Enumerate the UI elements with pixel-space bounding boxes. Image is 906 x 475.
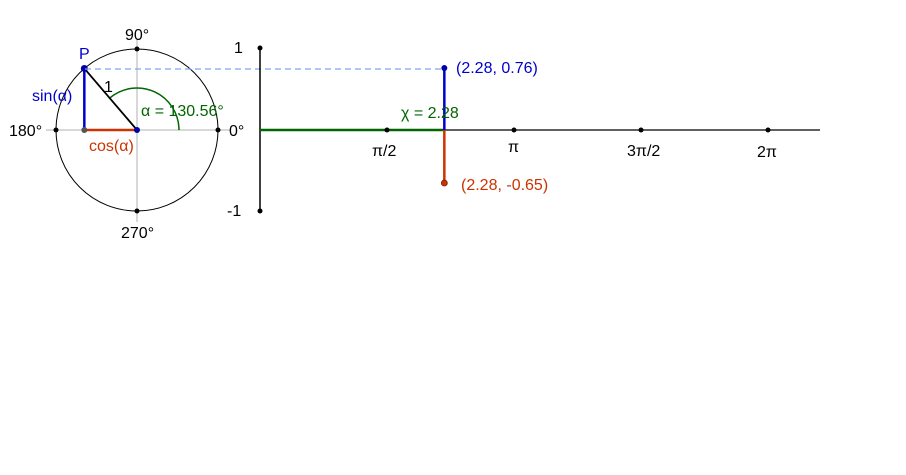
degree-label-0: 0° [229, 123, 244, 140]
cosine-point[interactable] [440, 179, 448, 187]
y-tick-1 [257, 45, 263, 51]
sine-point-label: (2.28, 0.76) [456, 60, 538, 77]
point-p[interactable] [80, 64, 88, 72]
x-tick-label-pi-half: π/2 [372, 143, 396, 160]
radius-label: 1 [104, 79, 113, 96]
x-value-label: χ = 2.28 [401, 105, 459, 122]
sine-point[interactable] [441, 65, 448, 72]
graph-panel: 1 -1 π/2 π 3π/2 2π χ = 2.28 (2.28, 0.76)… [85, 40, 820, 220]
radius-segment [83, 67, 138, 131]
circle-center-point [134, 127, 140, 133]
cosine-label: cos(α) [89, 138, 134, 155]
degree-marker-90 [134, 46, 140, 52]
degree-label-180: 180° [9, 123, 42, 140]
y-tick-label-minus-1: -1 [227, 203, 241, 220]
degree-marker-270 [134, 208, 140, 214]
angle-arc [109, 87, 180, 131]
unit-circle-panel: 90° 0° 180° 270° P 1 sin(α) cos(α) α = 1… [9, 27, 244, 242]
sine-label: sin(α) [32, 88, 72, 105]
x-tick-2pi [765, 127, 771, 133]
x-tick-pi-half [384, 127, 390, 133]
x-tick-label-3pi-half: 3π/2 [627, 143, 660, 160]
x-tick-3pi-half [638, 127, 644, 133]
y-tick-minus-1 [257, 208, 263, 214]
degree-marker-180 [53, 127, 59, 133]
degree-label-270: 270° [121, 225, 154, 242]
angle-label: α = 130.56° [141, 103, 224, 120]
x-tick-pi [511, 127, 517, 133]
cosine-point-label: (2.28, -0.65) [461, 177, 548, 194]
point-p-label: P [79, 46, 90, 63]
x-tick-label-pi: π [508, 139, 519, 156]
x-tick-label-2pi: 2π [757, 144, 777, 161]
cosine-foot-point [81, 127, 88, 133]
degree-marker-0 [215, 127, 221, 133]
degree-label-90: 90° [125, 27, 149, 44]
y-tick-label-1: 1 [234, 40, 243, 57]
